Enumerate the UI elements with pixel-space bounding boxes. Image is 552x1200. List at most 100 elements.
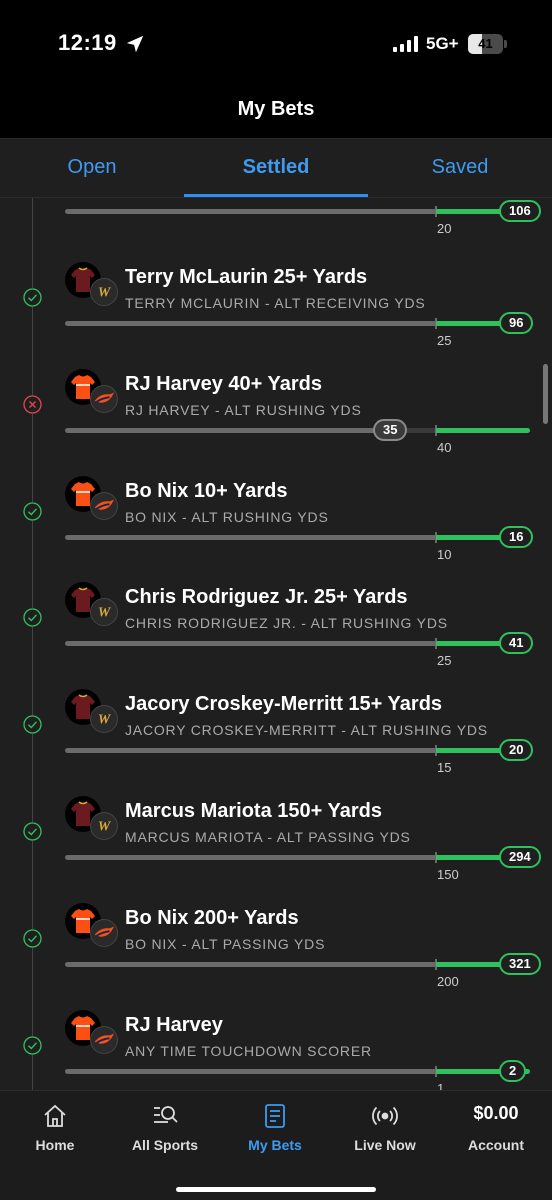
bet-result-pill: 41 <box>499 632 534 654</box>
broncos-horse-icon <box>90 492 118 520</box>
bet-line-value: 20 <box>437 221 452 236</box>
win-check-icon <box>23 929 42 948</box>
settled-bets-list[interactable]: 20 106 W Terry McLaurin 25+ Yards TERRY MC… <box>0 198 552 1090</box>
broncos-horse-icon <box>90 385 118 413</box>
tab-settled[interactable]: Settled <box>242 156 310 178</box>
search-list-icon <box>154 1106 178 1123</box>
bet-row-partial[interactable]: 20 106 <box>0 198 552 257</box>
active-tab-indicator <box>184 194 368 197</box>
bet-slip-icon <box>265 1104 285 1128</box>
broncos-horse-icon <box>90 1026 118 1054</box>
signal-icon <box>393 36 418 52</box>
bet-line-value: 10 <box>437 547 452 562</box>
progress-over-line <box>436 321 530 326</box>
commanders-w-icon: W <box>90 705 118 733</box>
svg-text:W: W <box>98 286 112 301</box>
bet-subtitle: CHRIS RODRIGUEZ JR. - ALT RUSHING YDS <box>125 615 448 631</box>
commanders-w-icon: W <box>90 278 118 306</box>
win-check-icon <box>23 822 42 841</box>
progress-track <box>65 748 435 753</box>
page-header: My Bets <box>0 90 552 138</box>
bet-row[interactable]: Bo Nix 10+ Yards BO NIX - ALT RUSHING YDS… <box>0 476 552 583</box>
bet-subtitle: ANY TIME TOUCHDOWN SCORER <box>125 1043 372 1059</box>
win-check-icon <box>23 715 42 734</box>
bet-title: RJ Harvey <box>125 1014 223 1036</box>
bet-row[interactable]: W Chris Rodriguez Jr. 25+ Yards CHRIS RODR… <box>0 582 552 689</box>
bet-result-pill: 16 <box>499 526 534 548</box>
bet-title: Chris Rodriguez Jr. 25+ Yards <box>125 586 408 608</box>
bet-subtitle: BO NIX - ALT RUSHING YDS <box>125 509 329 525</box>
player-jersey-icon <box>65 903 101 939</box>
battery-fill <box>468 34 482 54</box>
bet-title: Jacory Croskey-Merritt 15+ Yards <box>125 693 443 715</box>
bet-row[interactable]: RJ Harvey 40+ Yards RJ HARVEY - ALT RUSHI… <box>0 369 552 476</box>
nav-live-now-label: Live Now <box>354 1137 416 1153</box>
battery-level: 41 <box>478 36 493 51</box>
bet-row[interactable]: RJ Harvey ANY TIME TOUCHDOWN SCORER 1 2 <box>0 1010 552 1090</box>
home-icon <box>44 1104 66 1127</box>
scrollbar[interactable] <box>543 364 548 424</box>
svg-text:W: W <box>98 713 112 728</box>
loss-x-icon <box>23 395 42 414</box>
bet-subtitle: JACORY CROSKEY-MERRITT - ALT RUSHING YDS <box>125 722 488 738</box>
bet-line-value: 40 <box>437 440 452 455</box>
progress-over-line <box>436 962 530 967</box>
bet-result-pill: 96 <box>499 312 534 334</box>
progress-over-line <box>436 1069 530 1074</box>
bet-line-value: 15 <box>437 760 452 775</box>
bet-subtitle: RJ HARVEY - ALT RUSHING YDS <box>125 402 362 418</box>
bet-row[interactable]: W Marcus Mariota 150+ Yards MARCUS MARIOTA… <box>0 796 552 903</box>
progress-over-line <box>436 535 530 540</box>
home-indicator <box>176 1187 376 1192</box>
bet-line-value: 200 <box>437 974 459 989</box>
nav-account[interactable]: $0.00 Account <box>441 1091 551 1171</box>
battery-icon: 41 <box>468 34 508 54</box>
win-check-icon <box>23 502 42 521</box>
nav-all-sports[interactable]: All Sports <box>110 1091 220 1171</box>
status-time: 12:19 <box>58 30 117 55</box>
svg-text:W: W <box>98 606 112 621</box>
bet-title: Bo Nix 10+ Yards <box>125 480 288 502</box>
win-check-icon <box>23 288 42 307</box>
bet-line-value: 25 <box>437 653 452 668</box>
bets-tabs: Open Settled Saved <box>0 138 552 198</box>
bet-row[interactable]: W Jacory Croskey-Merritt 15+ Yards JACORY … <box>0 689 552 796</box>
bet-subtitle: MARCUS MARIOTA - ALT PASSING YDS <box>125 829 411 845</box>
svg-text:W: W <box>98 820 112 835</box>
nav-live-now[interactable]: Live Now <box>330 1091 440 1171</box>
bet-row[interactable]: Bo Nix 200+ Yards BO NIX - ALT PASSING YD… <box>0 903 552 1010</box>
bet-line-value: 150 <box>437 867 459 882</box>
progress-over-line <box>436 641 530 646</box>
progress-track <box>65 1069 435 1074</box>
nav-account-label: Account <box>468 1137 524 1153</box>
broncos-horse-icon <box>90 919 118 947</box>
status-bar: 12:19 5G+ 41 <box>0 0 552 90</box>
win-check-icon <box>23 608 42 627</box>
bet-title: Marcus Mariota 150+ Yards <box>125 800 382 822</box>
bet-result-pill: 2 <box>499 1060 527 1082</box>
progress-track <box>65 321 435 326</box>
progress-over-line <box>436 748 530 753</box>
progress-remaining <box>389 428 435 433</box>
bet-result-pill: 294 <box>499 846 541 868</box>
bet-result-pill: 106 <box>499 200 541 222</box>
progress-over-line <box>436 428 530 433</box>
location-arrow-icon <box>126 35 144 53</box>
nav-my-bets[interactable]: My Bets <box>220 1091 330 1171</box>
progress-track <box>65 962 435 967</box>
network-type: 5G+ <box>426 34 459 53</box>
win-check-icon <box>23 1036 42 1055</box>
tab-open[interactable]: Open <box>67 156 117 178</box>
bottom-nav: Home All Sports My Bets Live Now $0.00 A… <box>0 1090 552 1200</box>
progress-over-line <box>436 855 530 860</box>
bet-line-value: 25 <box>437 333 452 348</box>
bet-result-pill: 321 <box>499 953 541 975</box>
nav-home[interactable]: Home <box>0 1091 110 1171</box>
bet-row[interactable]: W Terry McLaurin 25+ Yards TERRY MCLAURIN … <box>0 262 552 369</box>
progress-track <box>65 641 435 646</box>
tab-saved[interactable]: Saved <box>431 156 489 178</box>
bet-line-value: 1 <box>437 1081 445 1090</box>
progress-track <box>65 855 435 860</box>
bet-subtitle: BO NIX - ALT PASSING YDS <box>125 936 326 952</box>
account-balance: $0.00 <box>473 1103 519 1123</box>
